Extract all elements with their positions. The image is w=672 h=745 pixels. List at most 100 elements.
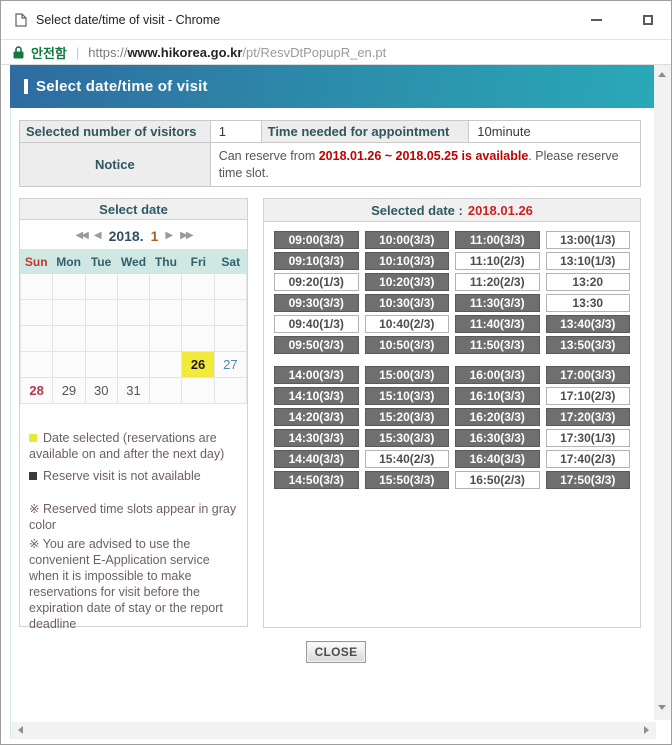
time-slot-17:10[interactable]: 17:10(2/3) xyxy=(545,387,630,405)
time-slot-10:30: 10:30(3/3) xyxy=(364,294,449,312)
time-slot-17:40[interactable]: 17:40(2/3) xyxy=(545,450,630,468)
calendar-day-27[interactable]: 27 xyxy=(214,352,247,378)
time-slot-13:20[interactable]: 13:20 xyxy=(545,273,630,291)
maximize-icon xyxy=(643,15,653,25)
calendar-day-header-wed: Wed xyxy=(120,255,147,269)
calendar-day-empty xyxy=(85,274,118,300)
calendar-day-30[interactable]: 30 xyxy=(85,378,118,404)
time-slot-16:50[interactable]: 16:50(2/3) xyxy=(455,471,540,489)
time-slot-17:50: 17:50(3/3) xyxy=(545,471,630,489)
url-domain: www.hikorea.go.kr xyxy=(127,44,243,60)
calendar-day-header-tue: Tue xyxy=(90,255,112,269)
url-text: https://www.hikorea.go.kr/pt/ResvDtPopup… xyxy=(88,45,386,60)
calendar-title: Select date xyxy=(20,199,247,220)
calendar-day-31[interactable]: 31 xyxy=(117,378,151,404)
notice-suffix: . Please reserve time slot. xyxy=(218,149,619,180)
time-slot-17:00: 17:00(3/3) xyxy=(545,366,630,384)
select-date-panel: Select date ◀◀ ◀ 2018. 1 ▶ ▶▶ Sun Mon Tue W… xyxy=(19,198,248,631)
time-slot-17:30[interactable]: 17:30(1/3) xyxy=(545,429,630,447)
legend-selected-text: Date selected (reservations are availabl… xyxy=(29,431,225,461)
time-slot-11:30: 11:30(3/3) xyxy=(455,294,540,312)
calendar-day-empty xyxy=(53,352,86,378)
triangle-down-icon[interactable] xyxy=(658,705,666,710)
calendar-day-empty xyxy=(214,378,247,404)
time-slot-11:40: 11:40(3/3) xyxy=(455,315,540,333)
panels-row: Select date ◀◀ ◀ 2018. 1 ▶ ▶▶ Sun Mon Tue W… xyxy=(19,198,671,631)
calendar-day-header-row: Sun Mon Tue Wed Thu Fri Sat xyxy=(20,249,247,274)
notice-prefix: Can reserve from xyxy=(218,149,319,163)
time-slot-13:10[interactable]: 13:10(1/3) xyxy=(545,252,630,270)
url-bar: 안전함 | https://www.hikorea.go.kr/pt/ResvD… xyxy=(1,40,671,65)
selected-date-caption: Selected date : 2018.01.26 xyxy=(264,199,640,222)
prev-year-button[interactable]: ◀◀ xyxy=(75,230,88,241)
time-slot-11:10[interactable]: 11:10(2/3) xyxy=(455,252,540,270)
info-row-notice: Notice Can reserve from 2018.01.26 ~ 201… xyxy=(20,143,641,187)
calendar-day-empty xyxy=(117,326,151,352)
horizontal-scrollbar[interactable] xyxy=(11,722,656,739)
minimize-button[interactable] xyxy=(589,13,603,27)
time-slot-13:30[interactable]: 13:30 xyxy=(545,294,630,312)
calendar-day-empty xyxy=(150,274,183,300)
time-slot-15:40[interactable]: 15:40(2/3) xyxy=(364,450,449,468)
visitors-value: 1 xyxy=(210,121,262,143)
selected-date-label: Selected date : xyxy=(371,202,463,218)
info-row-top: Selected number of visitors 1 Time neede… xyxy=(20,121,641,143)
close-dialog-button[interactable]: CLOSE xyxy=(306,641,366,663)
calendar-day-empty xyxy=(117,352,151,378)
calendar-day-empty xyxy=(182,300,215,326)
time-slot-11:50: 11:50(3/3) xyxy=(455,336,540,354)
security-label: 안전함 xyxy=(31,45,67,61)
calendar-legend: Date selected (reservations are availabl… xyxy=(20,430,247,632)
legend-note-eapplication: ※ You are advised to use the convenient … xyxy=(29,537,223,631)
time-slot-16:40: 16:40(3/3) xyxy=(455,450,540,468)
slot-block-2: 14:00(3/3) 15:00(3/3) 16:00(3/3) 17:00(3/3)… xyxy=(274,366,630,489)
maximize-button[interactable] xyxy=(641,13,655,27)
url-separator: | xyxy=(75,44,80,60)
calendar-day-empty xyxy=(85,326,118,352)
vertical-scrollbar[interactable] xyxy=(654,65,671,720)
appointment-time-label: Time needed for appointment xyxy=(261,121,470,143)
next-year-button[interactable]: ▶▶ xyxy=(180,230,193,241)
time-slot-15:10: 15:10(3/3) xyxy=(364,387,449,405)
calendar-day-29[interactable]: 29 xyxy=(53,378,86,404)
next-month-button[interactable]: ▶ xyxy=(165,230,174,241)
calendar-day-empty xyxy=(182,274,215,300)
prev-month-button[interactable]: ◀ xyxy=(93,230,102,241)
notice-date-range: 2018.01.26 ~ 2018.05.25 is available xyxy=(318,149,529,163)
time-slot-16:20: 16:20(3/3) xyxy=(455,408,540,426)
time-slot-17:20: 17:20(3/3) xyxy=(545,408,630,426)
calendar-day-empty xyxy=(214,326,247,352)
calendar-day-empty xyxy=(150,300,183,326)
appointment-time-value: 10minute xyxy=(469,121,641,143)
triangle-left-icon[interactable] xyxy=(18,726,23,734)
triangle-right-icon[interactable] xyxy=(644,726,649,734)
window-title: Select date/time of visit - Chrome xyxy=(36,13,221,27)
time-slot-09:20[interactable]: 09:20(1/3) xyxy=(274,273,359,291)
calendar-day-empty xyxy=(53,326,86,352)
minimize-icon xyxy=(590,19,602,21)
legend-item-selected: Date selected (reservations are availabl… xyxy=(29,430,238,462)
time-slot-10:40[interactable]: 10:40(2/3) xyxy=(364,315,449,333)
time-slot-09:40[interactable]: 09:40(1/3) xyxy=(274,315,359,333)
time-slot-14:10: 14:10(3/3) xyxy=(274,387,359,405)
time-slot-11:20[interactable]: 11:20(2/3) xyxy=(455,273,540,291)
calendar-day-empty xyxy=(150,352,183,378)
triangle-up-icon[interactable] xyxy=(658,72,666,77)
time-slot-16:10: 16:10(3/3) xyxy=(455,387,540,405)
time-slot-13:00[interactable]: 13:00(1/3) xyxy=(545,231,630,249)
url-path: /pt/ResvDtPopupR_en.pt xyxy=(242,44,387,60)
calendar-day-26[interactable]: 26 xyxy=(182,352,215,378)
time-slot-15:00: 15:00(3/3) xyxy=(364,366,449,384)
page-content: Select date/time of visit Selected numbe… xyxy=(1,65,671,744)
lock-icon[interactable] xyxy=(13,45,24,59)
calendar-day-empty xyxy=(214,274,247,300)
calendar-day-empty xyxy=(53,274,86,300)
calendar-day-28[interactable]: 28 xyxy=(21,378,54,404)
page-icon xyxy=(15,13,27,27)
time-slot-14:20: 14:20(3/3) xyxy=(274,408,359,426)
calendar-day-empty xyxy=(182,326,215,352)
page-title: Select date/time of visit xyxy=(36,78,208,95)
calendar-day-empty xyxy=(21,300,54,326)
time-slot-09:50: 09:50(3/3) xyxy=(274,336,359,354)
